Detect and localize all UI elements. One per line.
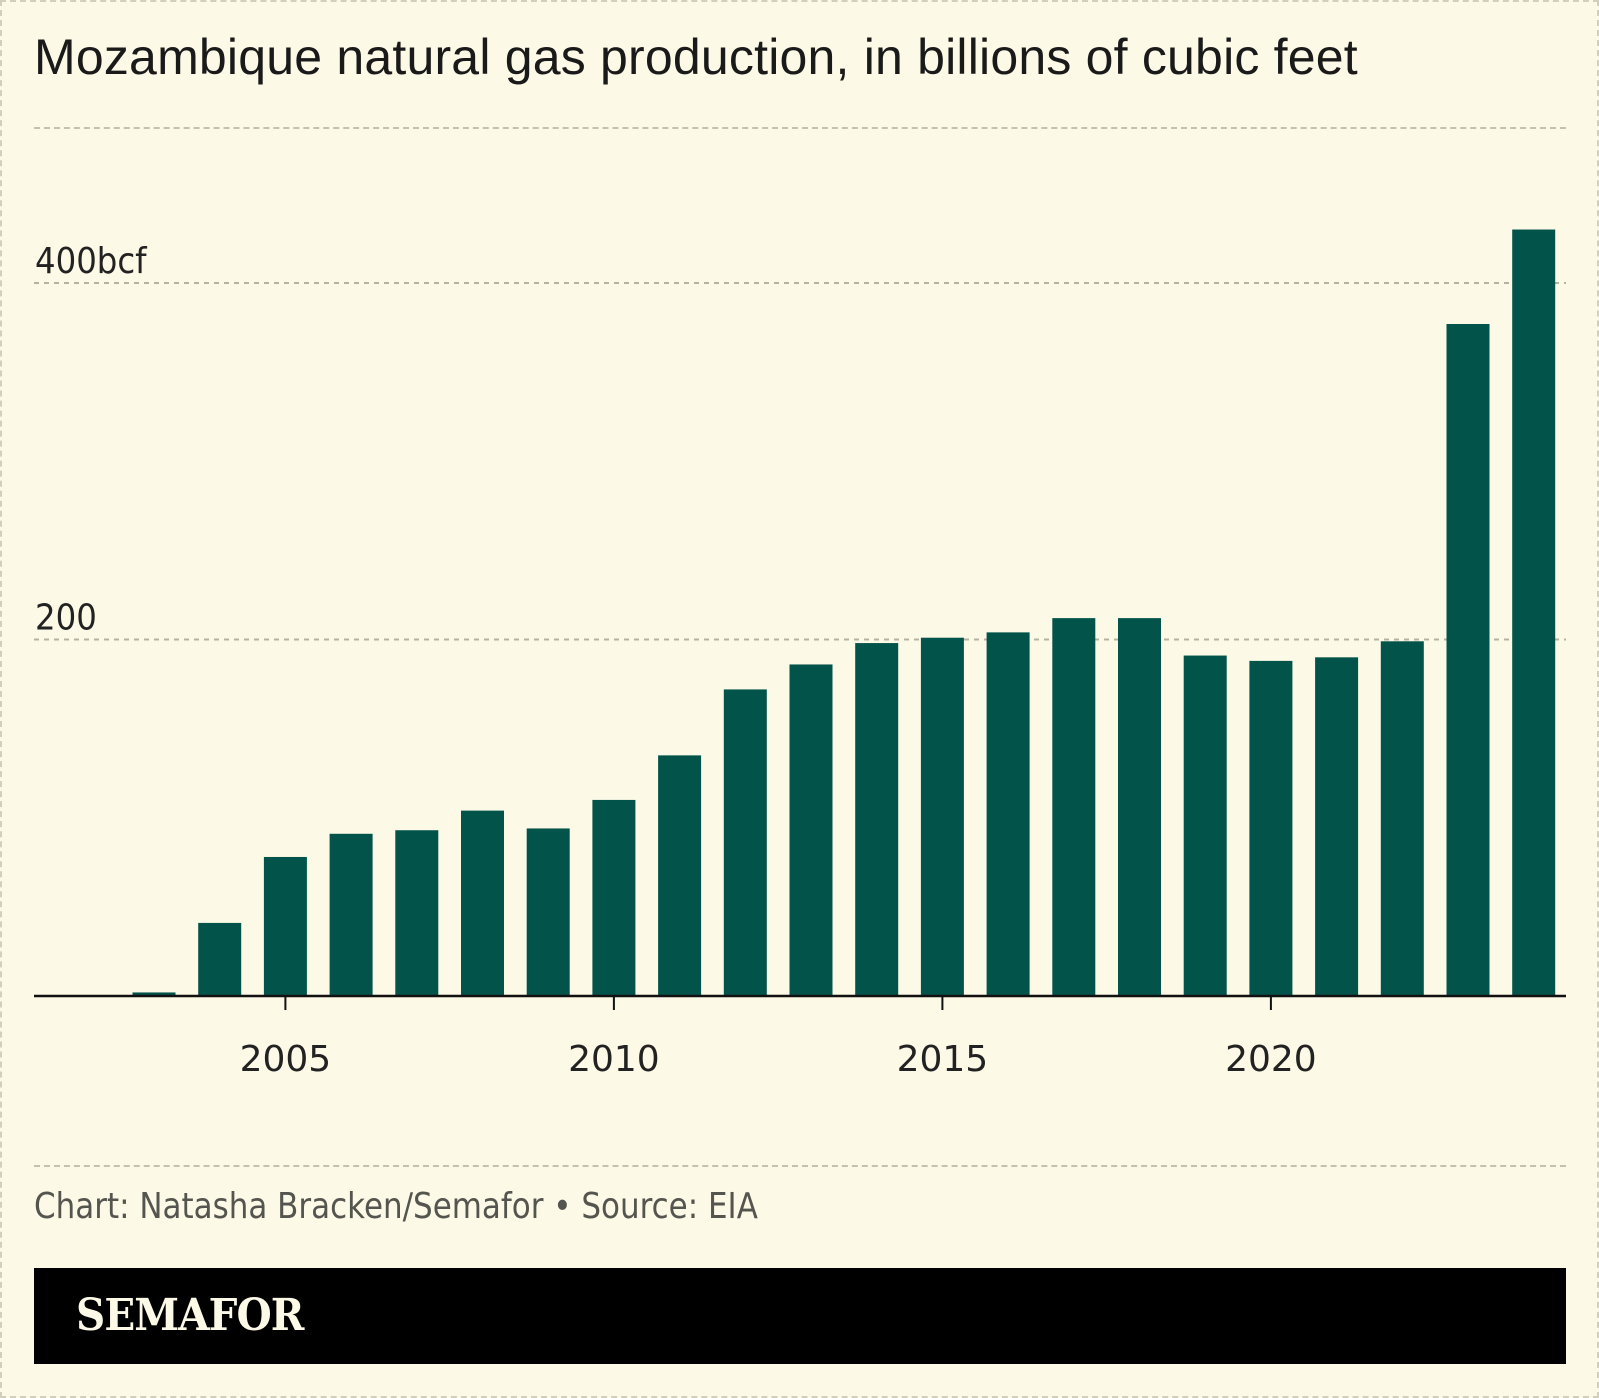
bar-2008	[461, 810, 504, 996]
bar-chart: 200 400bcf 2005 2010 2015 2020	[34, 229, 1566, 1080]
bar-2018	[1118, 618, 1161, 996]
bar-2004	[198, 922, 242, 996]
bar-2009	[526, 828, 570, 996]
chart-title: Mozambique natural gas production, in bi…	[34, 29, 1358, 85]
top-divider	[34, 127, 1566, 129]
bar-2024	[1512, 229, 1556, 996]
bar-2014	[855, 643, 899, 996]
bar-2017	[1052, 618, 1096, 996]
bar-2012	[723, 689, 767, 996]
bar-2006	[329, 833, 373, 996]
x-tick-label: 2015	[897, 1039, 989, 1080]
bar-2020	[1249, 660, 1293, 996]
source-credit: Chart: Natasha Bracken/Semafor • Source:…	[34, 1186, 758, 1227]
x-tick-label: 2010	[568, 1039, 660, 1080]
bar-2007	[395, 830, 439, 996]
y-tick-label: 200	[35, 597, 97, 639]
x-tick-label: 2020	[1225, 1039, 1317, 1080]
brand-bar: SEMAFOR	[34, 1268, 1566, 1364]
bar-2019	[1183, 655, 1227, 996]
x-tick-label: 2005	[240, 1039, 332, 1080]
bar-2005	[263, 856, 307, 996]
bar-2013	[789, 664, 833, 996]
bar-2003	[132, 992, 176, 996]
bar-2015	[920, 637, 964, 996]
bar-2021	[1315, 657, 1359, 996]
bottom-divider	[34, 1165, 1566, 1167]
bar-2016	[986, 632, 1030, 996]
bar-2022	[1380, 641, 1424, 996]
bar-2011	[658, 755, 702, 996]
bar-2023	[1446, 323, 1490, 996]
bar-2010	[592, 799, 636, 996]
y-tick-label: 400bcf	[35, 240, 147, 282]
semafor-logo: SEMAFOR	[76, 1290, 304, 1341]
